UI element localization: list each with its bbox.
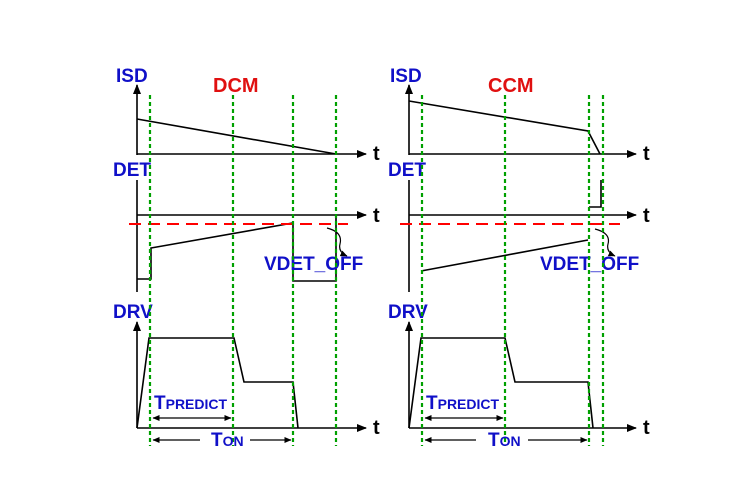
- ccm-isd-t-label: t: [643, 143, 650, 165]
- dcm-drv-waveform: [136, 337, 299, 429]
- dcm-isd-label: ISD: [116, 66, 148, 87]
- dcm-isd-waveform: [136, 118, 337, 155]
- dcm-tpredict-label: TPREDICT: [154, 393, 228, 414]
- ccm-ton-label: TON: [488, 430, 521, 451]
- ccm-det-step: [589, 180, 602, 208]
- ccm-det-ramp: [420, 239, 589, 272]
- dcm-vdet-off-label: VDET_OFF: [264, 254, 363, 275]
- ccm-det-t-label: t: [643, 205, 650, 227]
- dcm-title: DCM: [213, 75, 259, 97]
- ccm-tpredict-label: TPREDICT: [426, 393, 500, 414]
- ccm-threshold-pointer: [594, 228, 616, 257]
- dcm-det-label: DET: [113, 160, 151, 181]
- ccm-drv-label: DRV: [388, 302, 428, 323]
- ccm-title: CCM: [488, 75, 534, 97]
- dcm-threshold-pointer: [326, 227, 348, 257]
- ccm-drv-t-label: t: [643, 417, 650, 439]
- dcm-drv-t-label: t: [373, 417, 380, 439]
- dcm-drv-label: DRV: [113, 302, 153, 323]
- dcm-isd-t-label: t: [373, 143, 380, 165]
- ccm-drv-waveform: [408, 337, 594, 429]
- dcm-det-t-label: t: [373, 205, 380, 227]
- dcm-ton-label: TON: [211, 430, 244, 451]
- ccm-isd-label: ISD: [390, 66, 422, 87]
- ccm-det-label: DET: [388, 160, 426, 181]
- dcm-panel: DCM ISD t DET t VDET_OFF DRV t TPREDICT …: [113, 66, 380, 451]
- ccm-panel: CCM ISD t DET t VDET_OFF DRV t TPREDICT: [388, 66, 650, 451]
